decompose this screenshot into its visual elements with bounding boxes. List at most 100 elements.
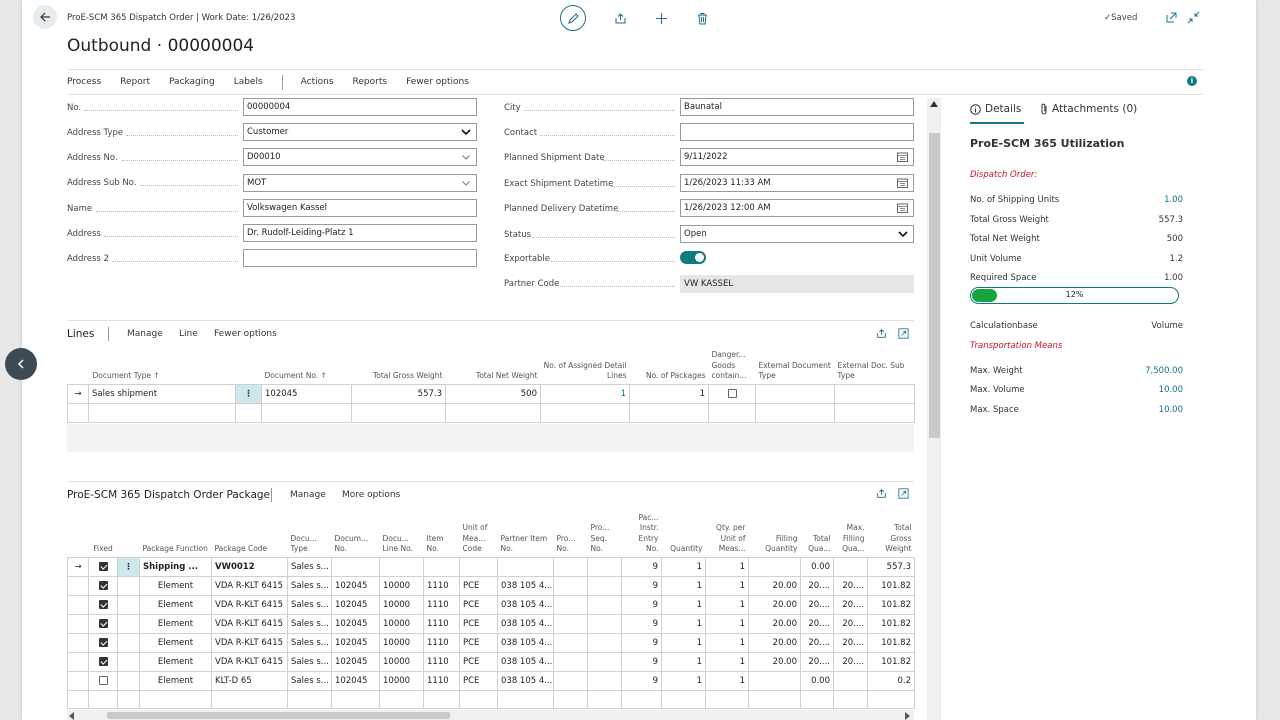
table-row[interactable]: Element VDA R-KLT 6415 Sales s... 102045 100… xyxy=(67,594,915,615)
row-menu-button[interactable]: ⋮ xyxy=(235,383,262,404)
scroll-right-icon[interactable] xyxy=(904,712,910,720)
action-process[interactable]: Process xyxy=(67,77,102,87)
action-report[interactable]: Report xyxy=(120,77,150,87)
horizontal-scrollbar[interactable] xyxy=(67,710,914,720)
vertical-scrollbar-thumb[interactable] xyxy=(929,133,940,438)
cell-document-type[interactable]: Sales s... xyxy=(287,613,332,634)
cell-quantity[interactable]: 1 xyxy=(661,651,706,672)
cell-pro-seq-no[interactable] xyxy=(587,632,622,653)
cell-document-type[interactable]: Sales s... xyxy=(287,556,332,577)
cell-fixed[interactable] xyxy=(88,594,118,615)
checkbox[interactable] xyxy=(98,599,108,609)
table-row-empty[interactable] xyxy=(67,689,915,709)
cell-document-line-no[interactable]: 10000 xyxy=(379,575,424,596)
address-field[interactable]: Dr. Rudolf-Leiding-Platz 1 xyxy=(243,224,477,242)
cell-total-gross-weight[interactable]: 101.82 xyxy=(867,594,915,615)
cell-filling-quantity[interactable]: 20.00 xyxy=(748,632,801,653)
col-external-document-type[interactable]: External Document Type xyxy=(758,360,831,381)
cell-package-function[interactable]: Element xyxy=(139,575,212,596)
action-labels[interactable]: Labels xyxy=(233,77,263,87)
table-row[interactable]: → ⋮ Shipping ... VW0012 Sales s... 9 1 1 0.00 557… xyxy=(67,556,915,577)
address-no-field[interactable]: D00010 xyxy=(243,148,477,166)
cell-pro-seq-no[interactable] xyxy=(587,670,622,691)
col-pack-instr-entry-no[interactable]: Pac... Instr. Entry No. xyxy=(638,512,659,554)
scroll-left-icon[interactable] xyxy=(69,712,75,720)
cell-package-code[interactable]: VDA R-KLT 6415 xyxy=(211,613,288,634)
cell-document-line-no[interactable] xyxy=(379,556,424,577)
cell-total-gross-weight[interactable]: 101.82 xyxy=(867,651,915,672)
cell-partner-item-no[interactable]: 038 105 4... xyxy=(497,632,554,653)
new-button[interactable] xyxy=(654,11,668,25)
cell-pro-seq-no[interactable] xyxy=(587,575,622,596)
col-total-net-weight[interactable]: Total Net Weight xyxy=(475,371,538,380)
cell-item-no[interactable] xyxy=(423,556,460,577)
share-button[interactable] xyxy=(613,11,627,25)
cell-fixed[interactable] xyxy=(88,613,118,634)
col-document-line-no[interactable]: Docu... Line No. xyxy=(382,533,413,554)
cell-pack-instr-entry-no[interactable]: 9 xyxy=(621,594,662,615)
name-field[interactable]: Volkswagen Kassel xyxy=(243,199,477,217)
col-package-function[interactable]: Package Function xyxy=(142,544,208,553)
address-2-field[interactable] xyxy=(243,249,477,267)
cell-package-function[interactable]: Element xyxy=(139,632,212,653)
cell-quantity[interactable]: 1 xyxy=(661,613,706,634)
cell-pro-seq-no[interactable] xyxy=(587,651,622,672)
scroll-up-icon[interactable] xyxy=(930,101,938,107)
cell-fixed[interactable] xyxy=(88,651,118,672)
cell-total-quantity[interactable]: 20.... xyxy=(800,613,834,634)
col-package-code[interactable]: Package Code xyxy=(214,544,268,553)
cell-document-no[interactable]: 102045 xyxy=(261,383,352,404)
cell-fixed[interactable] xyxy=(88,632,118,653)
cell-package-code[interactable]: VDA R-KLT 6415 xyxy=(211,651,288,672)
cell-quantity[interactable]: 1 xyxy=(661,556,706,577)
cell-item-no[interactable]: 1110 xyxy=(423,670,460,691)
back-button[interactable] xyxy=(33,5,57,29)
cell-max-filling-quantity[interactable]: 20.... xyxy=(833,575,868,596)
address-type-select[interactable]: Customer xyxy=(243,123,477,141)
cell-item-no[interactable]: 1110 xyxy=(423,651,460,672)
col-external-doc-sub-type[interactable]: External Doc. Sub Type xyxy=(837,360,905,381)
checkbox[interactable] xyxy=(98,656,108,666)
city-field[interactable]: Baunatal xyxy=(680,98,914,116)
address-sub-no-field[interactable]: MOT xyxy=(243,174,477,192)
share-icon[interactable] xyxy=(876,328,887,339)
cell-qty-per-uom[interactable]: 1 xyxy=(705,556,749,577)
action-fewer-options[interactable]: Fewer options xyxy=(406,77,469,87)
cell-pro-no[interactable] xyxy=(553,632,588,653)
cell-uom-code[interactable]: PCE xyxy=(459,594,498,615)
horizontal-scrollbar-thumb[interactable] xyxy=(107,712,450,719)
cell-external-document-type[interactable] xyxy=(755,383,835,404)
expand-icon[interactable] xyxy=(898,328,909,339)
cell-total-quantity[interactable]: 20.... xyxy=(800,632,834,653)
cell-package-function[interactable]: Element xyxy=(139,613,212,634)
lines-menu-fewer-options[interactable]: Fewer options xyxy=(214,329,277,339)
cell-partner-item-no[interactable]: 038 105 4... xyxy=(497,613,554,634)
package-menu-more-options[interactable]: More options xyxy=(342,490,401,500)
cell-quantity[interactable]: 1 xyxy=(661,575,706,596)
cell-document-type[interactable]: Sales shipment xyxy=(88,383,236,404)
cell-max-filling-quantity[interactable]: 20.... xyxy=(833,613,868,634)
cell-pro-seq-no[interactable] xyxy=(587,613,622,634)
table-row[interactable]: Element KLT-D 65 Sales s... 102045 10000 1110… xyxy=(67,670,915,691)
cell-pro-no[interactable] xyxy=(553,670,588,691)
cell-max-filling-quantity[interactable] xyxy=(833,670,868,691)
cell-pack-instr-entry-no[interactable]: 9 xyxy=(621,613,662,634)
cell-document-type[interactable]: Sales s... xyxy=(287,594,332,615)
cell-total-gross-weight[interactable]: 0.2 xyxy=(867,670,915,691)
cell-package-code[interactable]: VW0012 xyxy=(211,556,288,577)
cell-assigned-detail-lines[interactable]: 1 xyxy=(540,383,630,404)
cell-document-no[interactable] xyxy=(331,556,380,577)
cell-document-line-no[interactable]: 10000 xyxy=(379,632,424,653)
cell-item-no[interactable]: 1110 xyxy=(423,632,460,653)
col-document-type[interactable]: Docu... Type xyxy=(290,533,317,554)
cell-package-code[interactable]: VDA R-KLT 6415 xyxy=(211,594,288,615)
col-total-gross-weight[interactable]: Total Gross Weight xyxy=(885,523,912,553)
cell-total-quantity[interactable]: 20.... xyxy=(800,651,834,672)
checkbox[interactable] xyxy=(98,618,108,628)
col-document-no[interactable]: Docum... No. xyxy=(334,533,369,554)
cell-partner-item-no[interactable]: 038 105 4... xyxy=(497,575,554,596)
delete-button[interactable] xyxy=(695,11,709,25)
cell-qty-per-uom[interactable]: 1 xyxy=(705,575,749,596)
col-pro-seq-no[interactable]: Pro... Seq. No. xyxy=(590,523,610,553)
cell-filling-quantity[interactable]: 20.00 xyxy=(748,594,801,615)
